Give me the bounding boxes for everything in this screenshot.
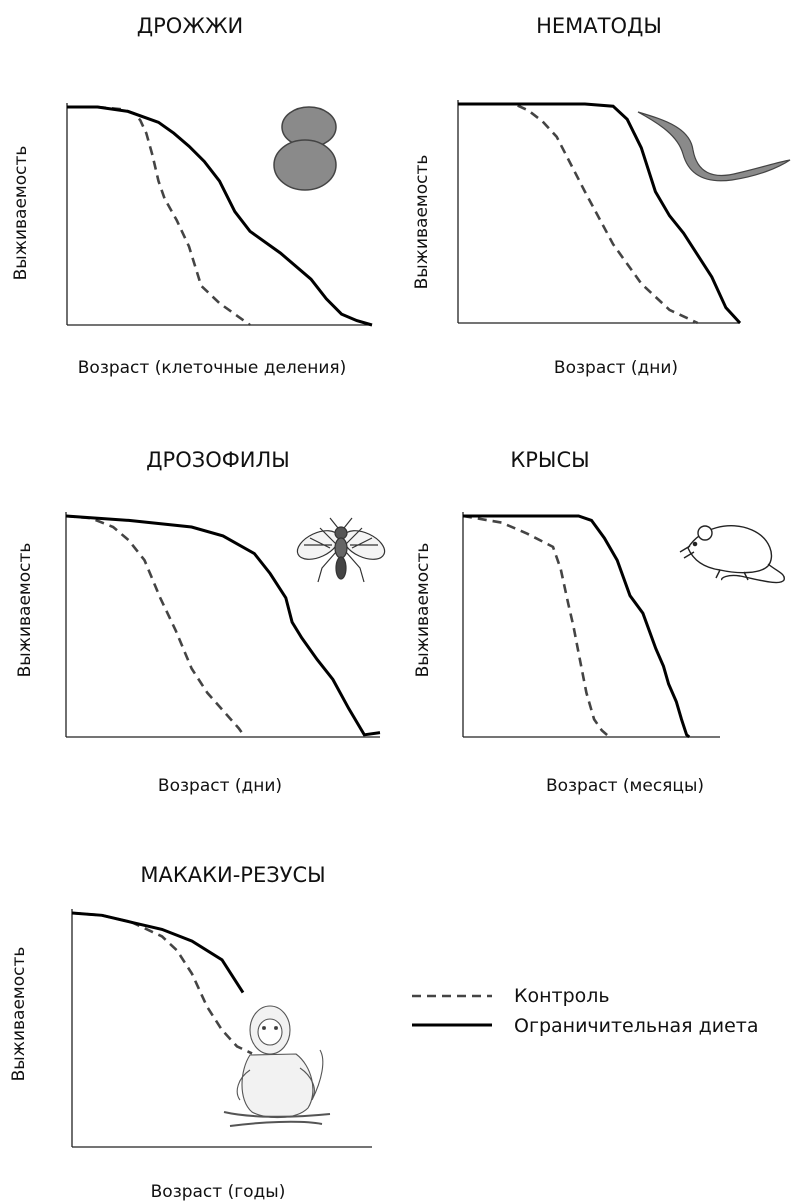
- control-curve-nematodes: [458, 102, 699, 325]
- control-curve-drosophila: [65, 514, 247, 738]
- control-curve-rats: [462, 514, 611, 738]
- plot-area-yeast: [66, 103, 373, 327]
- y-axis-label-nematodes: Выживаемость: [412, 155, 432, 290]
- x-axis-label-drosophila: Возраст (дни): [158, 776, 282, 796]
- plot-area-rats: [462, 512, 720, 739]
- plot-area-rhesus: [71, 909, 372, 1148]
- panel-nematodes: НЕМАТОДЫ Выживаемость Возраст (дни): [412, 14, 791, 378]
- x-axis-label-rats: Возраст (месяцы): [546, 776, 704, 796]
- y-axis-label-rats: Выживаемость: [413, 543, 433, 678]
- panel-drosophila: ДРОЗОФИЛЫ Выживаемость Возраст (дни): [15, 448, 386, 796]
- panel-yeast: ДРОЖЖИ Выживаемость Возраст (клеточные д…: [11, 14, 373, 378]
- x-axis-label-yeast: Возраст (клеточные деления): [78, 358, 347, 378]
- rat-icon: [679, 525, 785, 584]
- icon-fruit-fly: [296, 517, 386, 583]
- plot-area-nematodes: [457, 100, 742, 325]
- y-axis-label-drosophila: Выживаемость: [15, 543, 35, 678]
- diet-curve-nematodes: [458, 102, 742, 325]
- diet-curve-yeast: [67, 105, 373, 327]
- plot-area-drosophila: [65, 512, 381, 738]
- y-axis-label-yeast: Выживаемость: [11, 146, 31, 281]
- icon-rat: [679, 525, 785, 584]
- icon-rhesus-monkey: [223, 1005, 331, 1127]
- chart-title-rhesus: МАКАКИ-РЕЗУСЫ: [140, 863, 325, 887]
- chart-title-nematodes: НЕМАТОДЫ: [536, 14, 662, 38]
- icon-nematode: [637, 111, 791, 182]
- icon-yeast: [273, 106, 337, 191]
- diet-curve-rats: [463, 514, 691, 739]
- control-curve-rhesus: [71, 911, 253, 1055]
- chart-title-yeast: ДРОЖЖИ: [137, 14, 244, 38]
- fruit-fly-icon: [296, 517, 386, 583]
- y-axis-label-rhesus: Выживаемость: [9, 947, 29, 1082]
- panel-rhesus: МАКАКИ-РЕЗУСЫ Выживаемость Возраст (годы…: [9, 863, 372, 1202]
- x-axis-label-rhesus: Возраст (годы): [151, 1182, 286, 1202]
- legend: Контроль Ограничительная диета: [412, 985, 759, 1037]
- rhesus-monkey-icon: [223, 1005, 331, 1127]
- legend-label-control: Контроль: [514, 985, 610, 1007]
- chart-title-drosophila: ДРОЗОФИЛЫ: [146, 448, 290, 472]
- control-curve-yeast: [67, 105, 251, 327]
- yeast-cells-icon: [273, 139, 337, 191]
- diet-curve-rhesus: [71, 911, 245, 994]
- panel-rats: КРЫСЫ Выживаемость Возраст (месяцы): [413, 448, 785, 796]
- diet-curve-drosophila: [65, 514, 381, 737]
- x-axis-label-nematodes: Возраст (дни): [554, 358, 678, 378]
- nematode-worm-icon: [637, 111, 791, 182]
- legend-label-diet: Ограничительная диета: [514, 1015, 759, 1037]
- chart-title-rats: КРЫСЫ: [510, 448, 589, 472]
